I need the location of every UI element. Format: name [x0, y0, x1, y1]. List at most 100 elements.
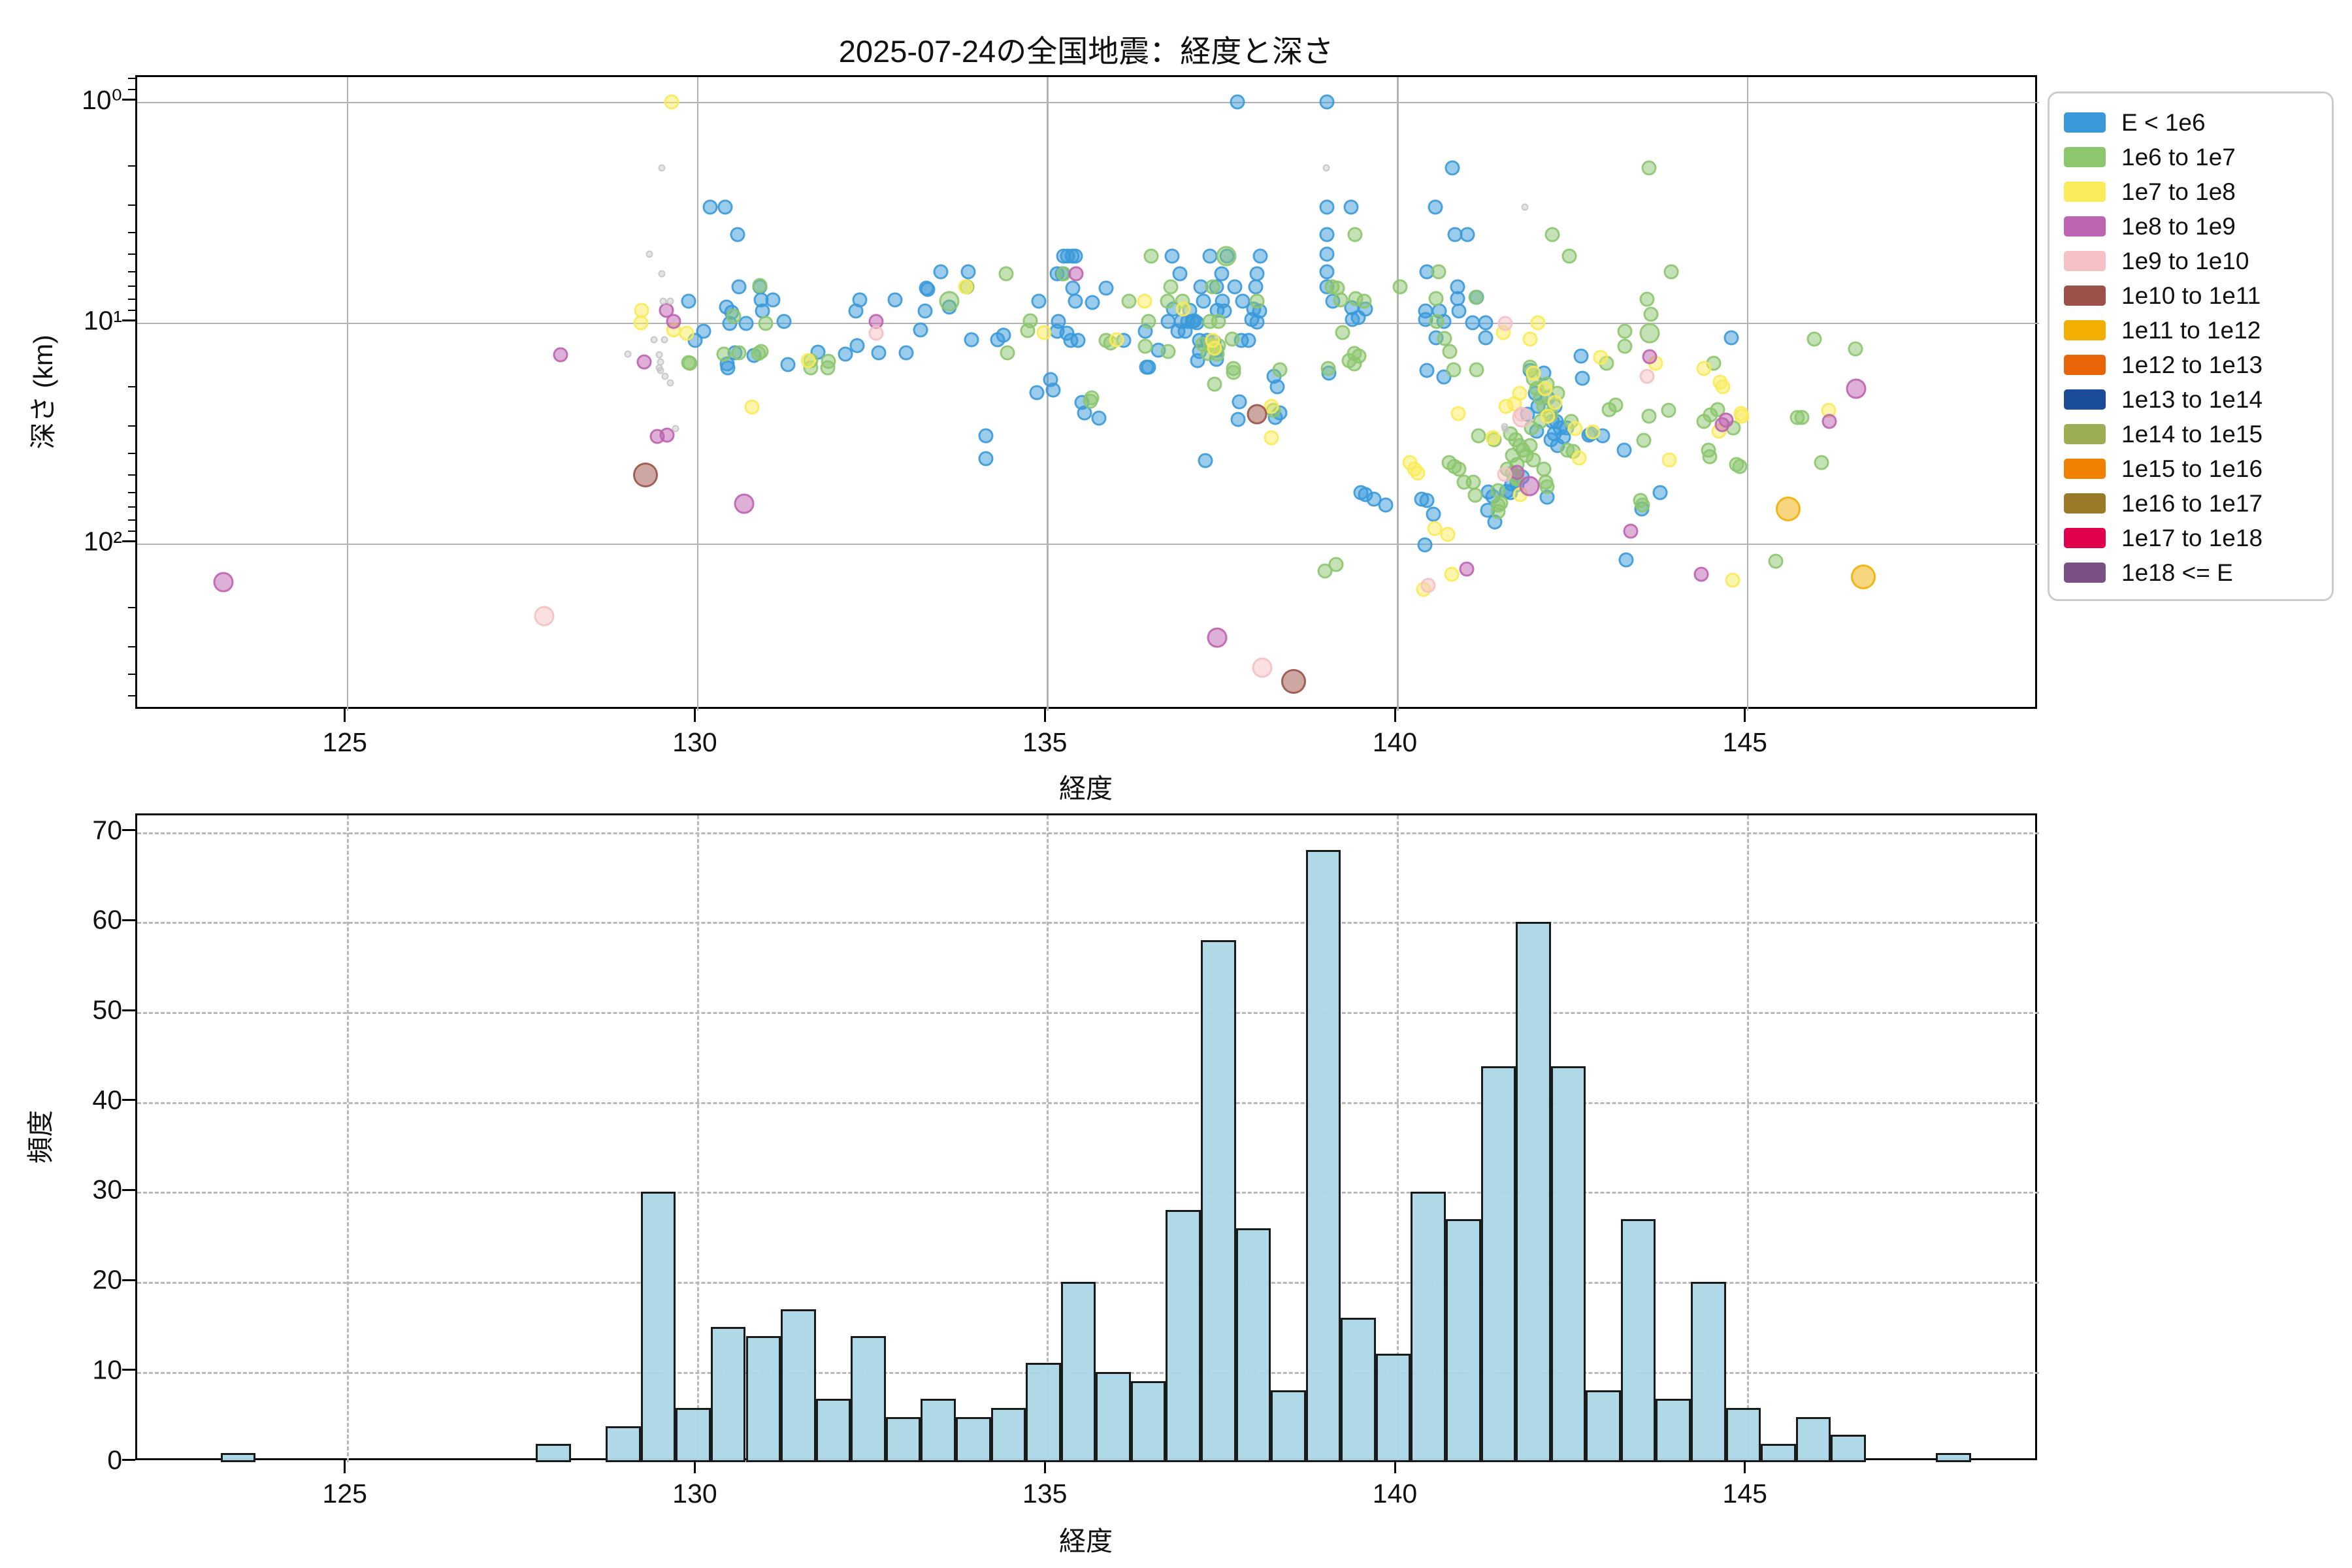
scatter-point	[1445, 160, 1460, 176]
scatter-point	[1226, 365, 1241, 380]
scatter-point	[917, 303, 933, 319]
scatter-point	[645, 250, 653, 258]
scatter-point	[658, 270, 666, 277]
histogram-bar	[1586, 1390, 1621, 1462]
scatter-point	[1322, 164, 1330, 172]
histogram-gridline-vertical	[1746, 815, 1749, 1462]
scatter-point	[633, 315, 649, 330]
scatter-point	[1333, 292, 1348, 308]
scatter-point	[1269, 379, 1285, 395]
scatter-point	[1356, 293, 1372, 309]
legend-swatch	[2064, 112, 2106, 133]
histogram-bar	[1936, 1452, 1971, 1462]
scatter-point	[978, 428, 994, 444]
scatter-point	[650, 336, 658, 344]
scatter-point	[1468, 289, 1484, 305]
scatter-point	[1084, 390, 1100, 406]
legend-item: 1e11 to 1e12	[2050, 313, 2332, 348]
scatter-point	[1585, 424, 1601, 440]
scatter-point	[1319, 227, 1335, 242]
scatter-yaxis-minor-tick	[128, 491, 135, 493]
scatter-point	[1537, 381, 1553, 397]
histogram-bar	[1656, 1399, 1691, 1462]
scatter-yaxis-minor-tick	[128, 231, 135, 233]
scatter-point	[553, 347, 568, 363]
scatter-point	[964, 332, 979, 348]
scatter-point	[1426, 506, 1441, 522]
histogram-yaxis-tick-label: 30	[92, 1174, 122, 1205]
scatter-point	[1264, 430, 1279, 446]
histogram-bar	[1026, 1363, 1061, 1462]
legend-swatch	[2064, 286, 2106, 306]
histogram-yaxis-tick-label: 40	[92, 1085, 122, 1115]
scatter-point	[1451, 303, 1467, 319]
scatter-point	[1850, 564, 1876, 589]
scatter-point	[1573, 348, 1589, 364]
histogram-bar	[1096, 1371, 1131, 1462]
scatter-point	[679, 325, 694, 341]
scatter-point	[1207, 340, 1222, 356]
scatter-point	[659, 297, 667, 305]
scatter-point	[1643, 306, 1659, 322]
scatter-point	[1241, 333, 1256, 348]
histogram-bar	[1200, 939, 1236, 1462]
scatter-point	[1641, 408, 1657, 424]
scatter-point	[1575, 370, 1590, 386]
histogram-yaxis-label: 頻度	[25, 1110, 56, 1164]
scatter-point	[752, 278, 768, 293]
scatter-point	[744, 399, 760, 415]
scatter-point	[717, 199, 733, 215]
scatter-point	[702, 199, 718, 215]
scatter-point	[1501, 425, 1509, 433]
histogram-xaxis-tick	[1744, 1460, 1746, 1473]
scatter-point	[1616, 442, 1632, 458]
histogram-bar	[1620, 1218, 1656, 1462]
scatter-point	[1460, 227, 1475, 242]
scatter-point	[1175, 301, 1191, 317]
scatter-point	[1000, 345, 1015, 361]
histogram-yaxis-tick	[122, 1369, 135, 1371]
scatter-yaxis-minor-tick	[128, 270, 135, 272]
scatter-point	[1497, 466, 1512, 482]
legend-item: 1e13 to 1e14	[2050, 382, 2332, 417]
scatter-point	[659, 302, 674, 318]
scatter-point	[1198, 453, 1213, 468]
histogram-bar	[851, 1335, 886, 1462]
scatter-point	[838, 346, 853, 362]
histogram-yaxis-tick	[122, 1459, 135, 1462]
scatter-xaxis-tick	[1744, 709, 1746, 722]
scatter-gridline-vertical	[696, 77, 698, 711]
scatter-yaxis-minor-tick	[128, 298, 135, 300]
scatter-point	[658, 164, 666, 172]
scatter-point	[534, 606, 555, 627]
scatter-point	[672, 425, 679, 433]
scatter-point	[1522, 331, 1538, 347]
legend-swatch	[2064, 459, 2106, 479]
scatter-point	[1207, 627, 1228, 648]
scatter-point	[1160, 293, 1175, 309]
histogram-gridline-vertical	[696, 815, 699, 1462]
scatter-point	[1428, 199, 1443, 215]
histogram-bar	[220, 1452, 256, 1462]
scatter-xaxis-tick-label: 130	[672, 727, 717, 757]
legend-item: 1e17 to 1e18	[2050, 521, 2332, 555]
scatter-point	[1471, 428, 1486, 444]
scatter-point	[848, 303, 864, 319]
scatter-point	[1202, 248, 1218, 264]
scatter-point	[1319, 246, 1335, 262]
scatter-point	[1846, 378, 1867, 399]
scatter-point	[1419, 363, 1435, 378]
scatter-point	[1163, 279, 1179, 295]
legend-label: 1e11 to 1e12	[2121, 316, 2261, 344]
scatter-xaxis-tick	[344, 709, 346, 722]
histogram-yaxis-tick-label: 70	[92, 815, 122, 845]
scatter-point	[1512, 385, 1527, 401]
scatter-point	[1617, 338, 1633, 354]
scatter-point	[765, 292, 781, 308]
histogram-bar	[885, 1416, 921, 1462]
scatter-point	[1519, 476, 1539, 497]
histogram-gridline-horizontal	[137, 1192, 2039, 1194]
histogram-yaxis-tick-label: 0	[107, 1445, 122, 1475]
histogram-xaxis-tick-label: 135	[1022, 1478, 1068, 1509]
scatter-yaxis-tick-label: 10¹	[83, 305, 122, 335]
